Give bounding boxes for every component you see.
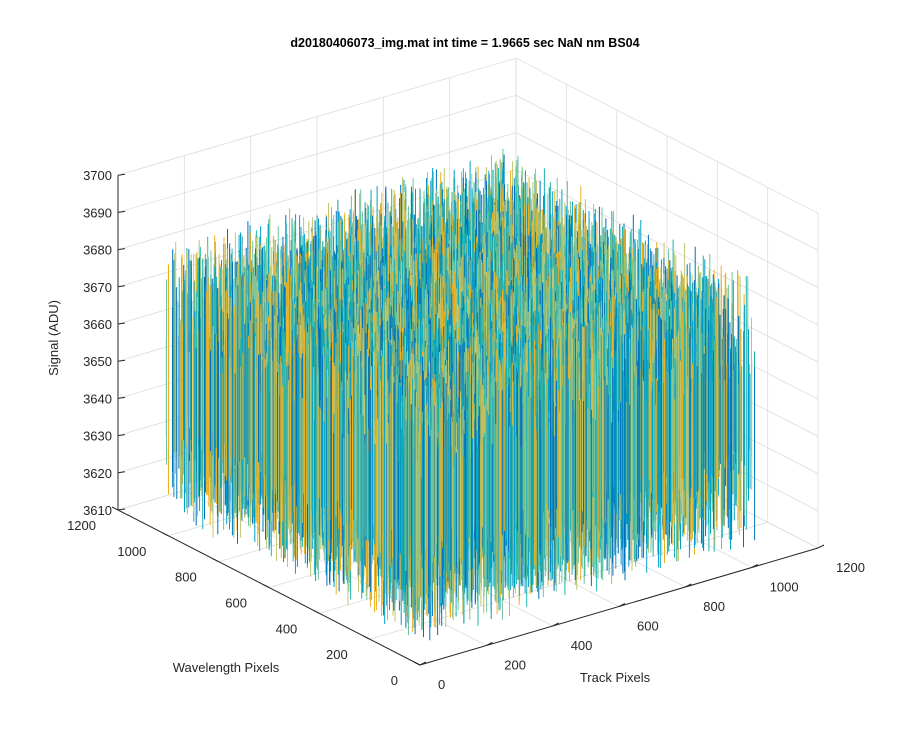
back-wall-grid-horizontal — [117, 57, 517, 176]
back-wall-grid-horizontal — [117, 95, 517, 213]
side-wall-grid-horizontal — [515, 132, 819, 288]
side-wall-grid-horizontal — [515, 57, 819, 214]
surface-data — [165, 148, 756, 641]
back-wall-grid-horizontal — [117, 132, 517, 250]
side-wall-grid-horizontal — [515, 169, 819, 326]
side-wall-grid-horizontal — [515, 95, 819, 251]
